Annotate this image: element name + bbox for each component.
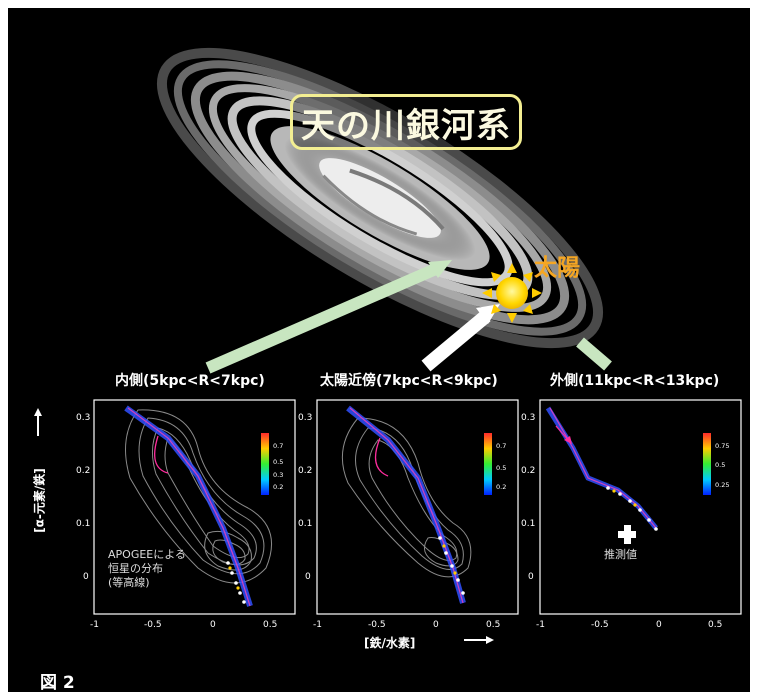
x-tick: 0 — [210, 620, 216, 630]
y-tick: 0.1 — [521, 519, 535, 529]
y-tick: 0.3 — [298, 413, 312, 423]
y-tick: 0.2 — [521, 466, 535, 476]
cbar-tick: 0.3 — [273, 471, 283, 479]
cbar-tick: 0.75 — [715, 442, 729, 450]
estimate-cross-icon — [618, 525, 636, 544]
x-tick: -0.5 — [368, 620, 386, 630]
galaxy-illustration — [156, 47, 612, 374]
panel-label-solar: 太陽近傍(7kpc<R<9kpc) — [320, 373, 498, 389]
galaxy-disk — [156, 47, 604, 349]
estimate-label: 推測値 — [604, 548, 637, 561]
x-tick: -1 — [90, 620, 99, 630]
cbar-tick: 0.5 — [496, 464, 506, 472]
x-tick: 0 — [433, 620, 439, 630]
plot-panel-outer: 0.75 0.5 0.25 — [539, 399, 742, 615]
y-tick: 0.1 — [298, 519, 312, 529]
plot-panels: 0.7 0.5 0.3 0.2 0.7 0.5 0.2 — [34, 399, 742, 644]
y-tick: 0.3 — [521, 413, 535, 423]
plot-panel-solar: 0.7 0.5 0.2 — [316, 399, 519, 615]
sun-label: 太陽 — [534, 255, 580, 281]
y-tick: 0 — [83, 572, 89, 582]
cbar-tick: 0.5 — [273, 458, 283, 466]
figure-label: 図 2 — [40, 673, 75, 692]
plot-panel-inner: 0.7 0.5 0.3 0.2 — [93, 399, 296, 615]
y-tick: 0.2 — [298, 466, 312, 476]
x-tick: 0.5 — [486, 620, 500, 630]
apogee-annotation: APOGEEによる 恒星の分布 (等高線) — [108, 548, 186, 589]
x-tick: 0.5 — [708, 620, 722, 630]
x-tick: 0 — [656, 620, 662, 630]
sun-icon — [482, 263, 542, 323]
y-axis-title: [α-元素/鉄] — [32, 468, 47, 533]
arrow-outer — [576, 337, 612, 371]
y-tick: 0.1 — [76, 519, 90, 529]
cbar-tick: 0.7 — [273, 442, 283, 450]
x-tick: -1 — [313, 620, 322, 630]
x-axis-title: [鉄/水素] — [364, 636, 416, 650]
arrow-solar — [421, 310, 491, 372]
cbar-tick: 0.7 — [496, 442, 506, 450]
y-tick: 0 — [528, 572, 534, 582]
figure-canvas: 天の川銀河系 太陽 内側(5kpc<R<7kpc) 太陽近傍(7kpc<R<9k… — [8, 8, 750, 692]
x-tick: -1 — [536, 620, 545, 630]
y-tick: 0.3 — [76, 413, 90, 423]
cbar-tick: 0.2 — [273, 483, 283, 491]
cbar-tick: 0.5 — [715, 461, 725, 469]
y-tick: 0.2 — [76, 466, 90, 476]
cbar-tick: 0.25 — [715, 481, 729, 489]
y-axis-label-area: [α-元素/鉄] — [22, 406, 52, 606]
x-tick: -0.5 — [144, 620, 162, 630]
panel-label-outer: 外側(11kpc<R<13kpc) — [550, 373, 720, 389]
cbar-tick: 0.2 — [496, 483, 506, 491]
arrow-inner — [205, 262, 441, 374]
x-tick: 0.5 — [263, 620, 277, 630]
x-tick: -0.5 — [591, 620, 609, 630]
y-tick: 0 — [305, 572, 311, 582]
panel-label-inner: 内側(5kpc<R<7kpc) — [115, 373, 265, 389]
galaxy-title: 天の川銀河系 — [290, 94, 522, 150]
